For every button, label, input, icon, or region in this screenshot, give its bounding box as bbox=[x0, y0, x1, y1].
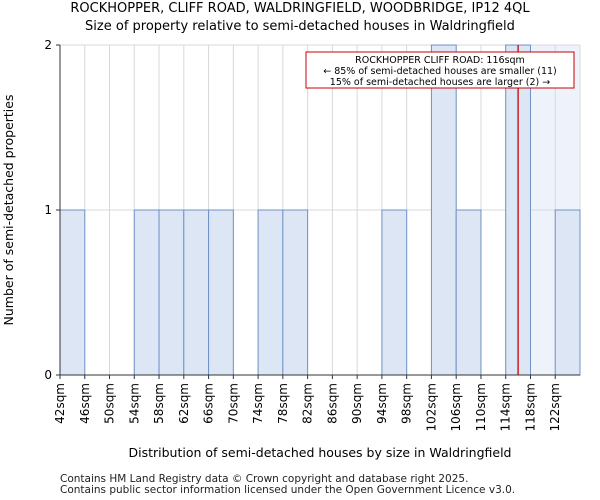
y-axis-label: Number of semi-detached properties bbox=[1, 95, 16, 326]
copyright-footer: Contains HM Land Registry data © Crown c… bbox=[60, 473, 469, 485]
x-tick-label: 114sqm bbox=[499, 383, 513, 431]
bar bbox=[133, 209, 160, 376]
bar bbox=[430, 44, 457, 376]
bar bbox=[208, 209, 234, 376]
x-tick-label: 46sqm bbox=[78, 383, 92, 424]
bar bbox=[282, 209, 309, 376]
x-tick-label: 66sqm bbox=[202, 383, 216, 424]
x-tick-label: 98sqm bbox=[400, 383, 414, 424]
x-tick-label: 110sqm bbox=[474, 383, 488, 431]
bar bbox=[257, 209, 284, 376]
bar bbox=[554, 209, 581, 376]
x-tick-label: 90sqm bbox=[350, 383, 364, 424]
bar bbox=[59, 209, 86, 376]
licence-footer: Contains public sector information licen… bbox=[60, 484, 516, 496]
annotation-line-2: ← 85% of semi-detached houses are smalle… bbox=[323, 66, 557, 77]
annotation-line-3: 15% of semi-detached houses are larger (… bbox=[330, 77, 550, 88]
y-tick-label: 1 bbox=[44, 203, 52, 217]
x-tick-label: 118sqm bbox=[523, 383, 537, 431]
bar bbox=[183, 209, 210, 376]
x-tick-label: 102sqm bbox=[424, 383, 438, 431]
x-tick-label: 58sqm bbox=[152, 383, 166, 424]
x-tick-label: 78sqm bbox=[276, 383, 290, 424]
x-tick-label: 50sqm bbox=[103, 383, 117, 424]
annotation-line-1: ROCKHOPPER CLIFF ROAD: 116sqm bbox=[355, 55, 525, 66]
bar bbox=[381, 209, 408, 376]
x-tick-label: 94sqm bbox=[375, 383, 389, 424]
annotation-box bbox=[305, 51, 575, 89]
x-tick-label: 122sqm bbox=[548, 383, 562, 431]
x-tick-label: 42sqm bbox=[53, 383, 67, 424]
x-tick-label: 82sqm bbox=[301, 383, 315, 424]
x-tick-label: 86sqm bbox=[325, 383, 339, 424]
y-tick-label: 2 bbox=[44, 38, 52, 52]
x-axis-label: Distribution of semi-detached houses by … bbox=[129, 445, 512, 460]
x-tick-label: 70sqm bbox=[226, 383, 240, 424]
chart-subtitle: Size of property relative to semi-detach… bbox=[85, 19, 515, 34]
y-tick-label: 0 bbox=[44, 368, 52, 382]
x-tick-label: 54sqm bbox=[127, 383, 141, 424]
bar bbox=[455, 209, 482, 376]
x-tick-label: 74sqm bbox=[251, 383, 265, 424]
x-tick-label: 106sqm bbox=[449, 383, 463, 431]
x-tick-label: 62sqm bbox=[177, 383, 191, 424]
bar bbox=[158, 209, 185, 376]
chart-title: ROCKHOPPER, CLIFF ROAD, WALDRINGFIELD, W… bbox=[70, 1, 530, 16]
